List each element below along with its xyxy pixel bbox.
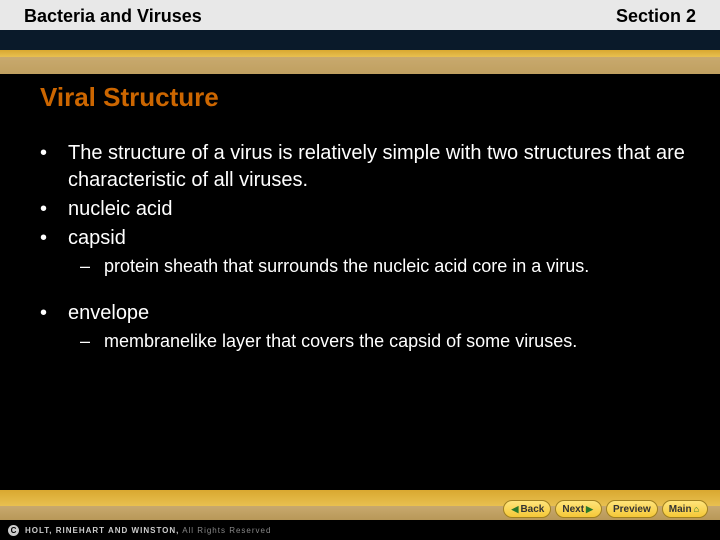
copyright-icon: C — [8, 525, 19, 536]
bullet-item: • envelope — [40, 300, 690, 327]
header: Bacteria and Viruses Section 2 — [0, 0, 720, 63]
next-button[interactable]: Next ▶ — [555, 500, 602, 518]
bullet-text: nucleic acid — [68, 196, 690, 223]
next-label: Next — [562, 504, 584, 515]
rights-text: All Rights Reserved — [179, 526, 271, 535]
footer: C HOLT, RINEHART AND WINSTON, All Rights… — [0, 520, 720, 540]
main-button[interactable]: Main ⌂ — [662, 500, 708, 518]
publisher-name: HOLT, RINEHART AND WINSTON, — [25, 526, 179, 535]
spacer — [40, 280, 690, 300]
sub-bullet-text: protein sheath that surrounds the nuclei… — [104, 254, 690, 278]
preview-label: Preview — [613, 504, 651, 515]
copyright-text: HOLT, RINEHART AND WINSTON, All Rights R… — [25, 526, 271, 535]
bullet-mark: • — [40, 300, 68, 327]
sub-bullet-mark: – — [80, 329, 104, 353]
header-right: Section 2 — [616, 6, 696, 27]
bullet-text: envelope — [68, 300, 690, 327]
back-button[interactable]: ◀ Back — [503, 500, 552, 518]
bullet-item: • nucleic acid — [40, 196, 690, 223]
bullet-text: capsid — [68, 225, 690, 252]
strip-yellow — [0, 50, 720, 57]
header-text-row: Bacteria and Viruses Section 2 — [0, 6, 720, 27]
bullet-item: • capsid — [40, 225, 690, 252]
bullet-text: The structure of a virus is relatively s… — [68, 140, 690, 194]
bullet-mark: • — [40, 225, 68, 252]
header-strip — [0, 30, 720, 74]
preview-button[interactable]: Preview — [606, 500, 658, 518]
slide-title: Viral Structure — [40, 82, 219, 113]
main-label: Main — [669, 504, 692, 515]
next-arrow-icon: ▶ — [586, 504, 593, 515]
header-left: Bacteria and Viruses — [24, 6, 202, 27]
bullet-item: • The structure of a virus is relatively… — [40, 140, 690, 194]
sub-bullet-item: – protein sheath that surrounds the nucl… — [80, 254, 690, 278]
nav-row: ◀ Back Next ▶ Preview Main ⌂ — [503, 500, 708, 518]
slide: Bacteria and Viruses Section 2 Viral Str… — [0, 0, 720, 540]
sub-bullet-item: – membranelike layer that covers the cap… — [80, 329, 690, 353]
bullet-mark: • — [40, 140, 68, 194]
back-label: Back — [520, 504, 544, 515]
content-area: • The structure of a virus is relatively… — [40, 140, 690, 356]
bullet-mark: • — [40, 196, 68, 223]
strip-tan — [0, 57, 720, 74]
strip-dark — [0, 30, 720, 50]
sub-bullet-mark: – — [80, 254, 104, 278]
back-arrow-icon: ◀ — [512, 504, 519, 515]
sub-bullet-text: membranelike layer that covers the capsi… — [104, 329, 690, 353]
main-home-icon: ⌂ — [694, 504, 699, 514]
